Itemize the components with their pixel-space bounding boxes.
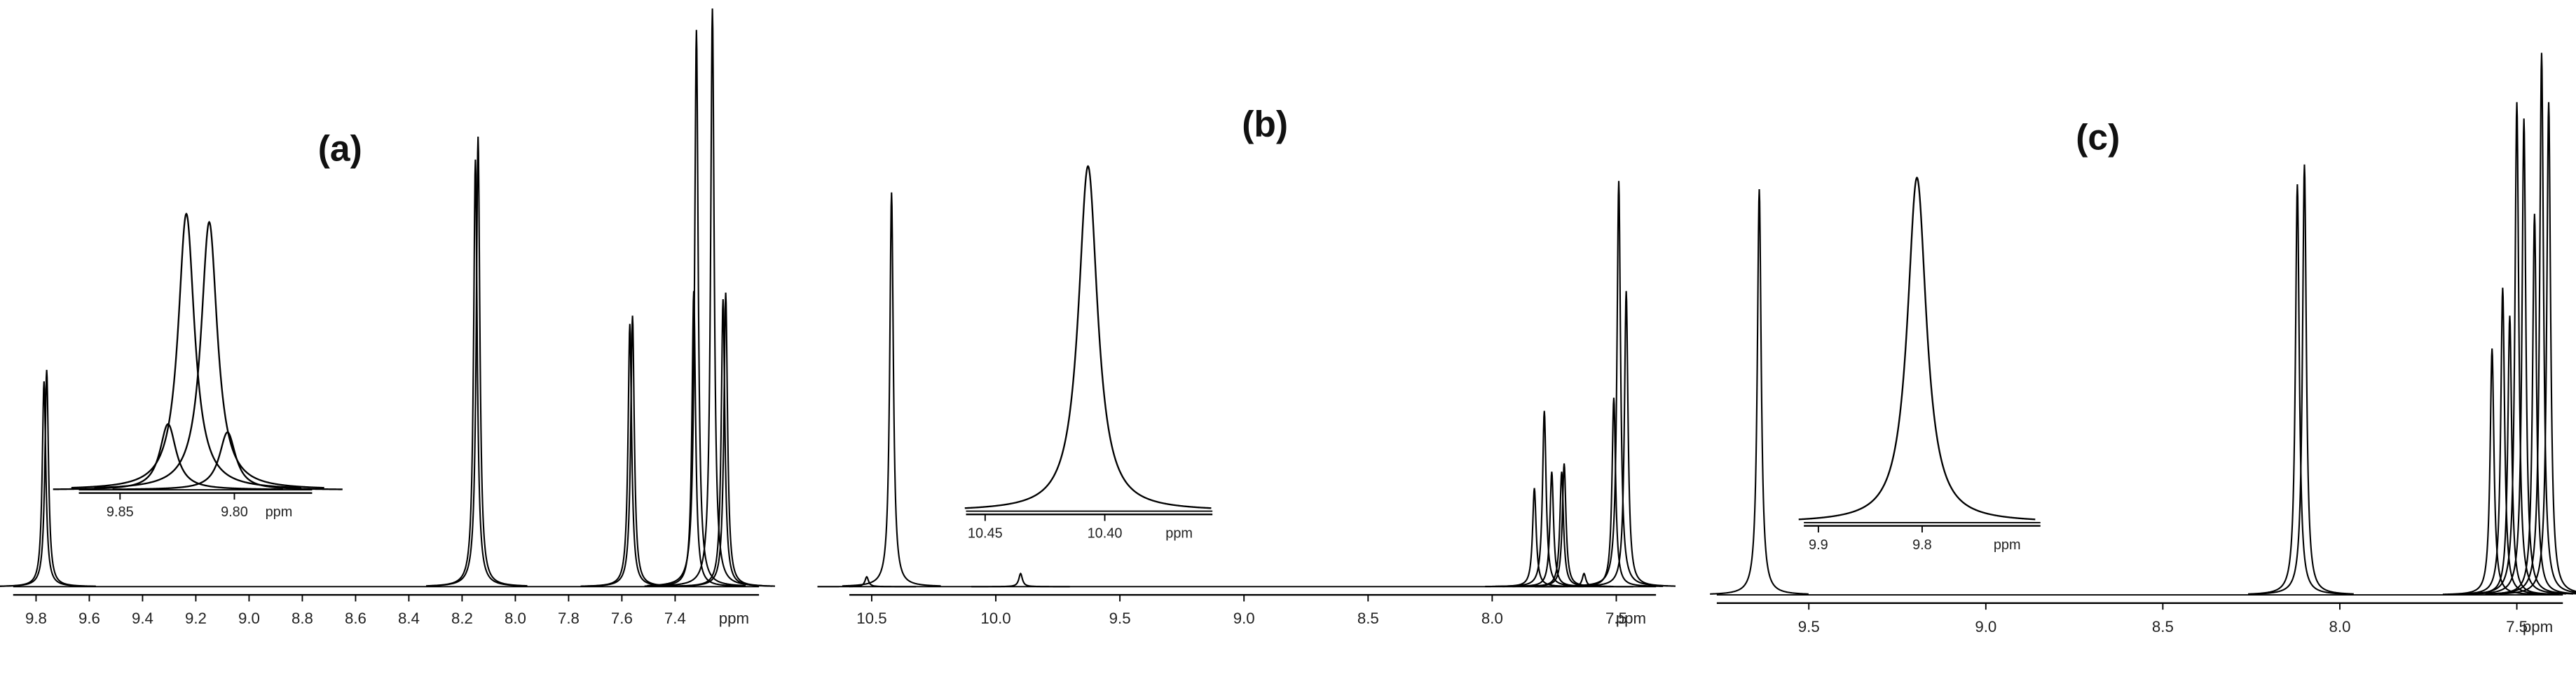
x-tick-label: 10.45 <box>968 526 1003 542</box>
x-tick-label: 9.6 <box>78 610 100 627</box>
peak <box>2467 102 2566 595</box>
x-tick-label: 8.0 <box>2329 618 2351 635</box>
peak <box>1710 188 1809 595</box>
x-tick-label: 9.4 <box>132 610 153 627</box>
peak <box>663 8 762 586</box>
x-axis-label: ppm <box>1616 610 1646 627</box>
x-tick-label: 8.2 <box>451 610 473 627</box>
x-tick-label: 9.8 <box>1912 537 1932 553</box>
x-tick-label: 10.0 <box>980 610 1010 627</box>
x-tick-label: 10.5 <box>856 610 886 627</box>
x-tick-label: 7.8 <box>558 610 580 627</box>
x-axis-label: ppm <box>266 504 293 520</box>
peak <box>2474 118 2574 595</box>
peak <box>1577 291 1676 587</box>
panel-label: (c) <box>2076 116 2120 157</box>
peak <box>112 431 343 490</box>
x-axis-label: ppm <box>719 610 749 627</box>
x-tick-label: 8.0 <box>1481 610 1503 627</box>
x-tick-label: 8.6 <box>345 610 366 627</box>
peak <box>1502 472 1601 588</box>
x-tick-label: 7.4 <box>664 610 686 627</box>
peak <box>1798 176 2036 521</box>
x-tick-label: 9.80 <box>221 504 248 520</box>
x-tick-label: 8.5 <box>1357 610 1379 627</box>
x-tick-label: 9.0 <box>1975 618 1996 635</box>
x-tick-label: 7.5 <box>2506 618 2528 635</box>
x-tick-label: 9.5 <box>1798 618 1820 635</box>
x-tick-label: 7.6 <box>611 610 633 627</box>
peak <box>971 572 1070 588</box>
x-tick-label: 9.85 <box>107 504 134 520</box>
x-axis-label: ppm <box>1165 526 1193 542</box>
peak <box>1564 397 1664 587</box>
x-tick-label: 8.5 <box>2152 618 2174 635</box>
peak <box>0 369 96 587</box>
peak <box>1535 572 1633 588</box>
x-tick-label: 9.5 <box>1109 610 1131 627</box>
peak <box>817 575 917 588</box>
panel-label: (b) <box>1242 104 1288 144</box>
peak <box>2499 102 2576 595</box>
peak <box>0 381 94 587</box>
peak <box>2492 53 2576 595</box>
x-tick-label: 9.8 <box>25 610 47 627</box>
peak <box>964 165 1212 509</box>
x-axis-label: ppm <box>1994 537 2021 553</box>
peak <box>428 136 528 587</box>
peak <box>1485 488 1584 588</box>
x-tick-label: 8.4 <box>398 610 420 627</box>
x-axis-label: ppm <box>2523 618 2553 635</box>
x-tick-label: 7.5 <box>1605 610 1627 627</box>
peak <box>2255 164 2354 595</box>
x-tick-label: 9.0 <box>1233 610 1255 627</box>
x-tick-label: 8.8 <box>292 610 313 627</box>
peak <box>94 221 324 489</box>
panel-label: (a) <box>318 128 362 169</box>
x-tick-label: 8.0 <box>505 610 526 627</box>
x-tick-label: 9.0 <box>238 610 260 627</box>
peak <box>1569 181 1669 587</box>
peak <box>676 292 775 587</box>
x-tick-label: 9.2 <box>185 610 207 627</box>
x-tick-label: 9.9 <box>1809 537 1828 553</box>
peak <box>647 29 746 586</box>
x-tick-label: 10.40 <box>1088 526 1123 542</box>
peak <box>1495 411 1594 587</box>
peak <box>842 192 941 587</box>
peak <box>2247 184 2347 595</box>
